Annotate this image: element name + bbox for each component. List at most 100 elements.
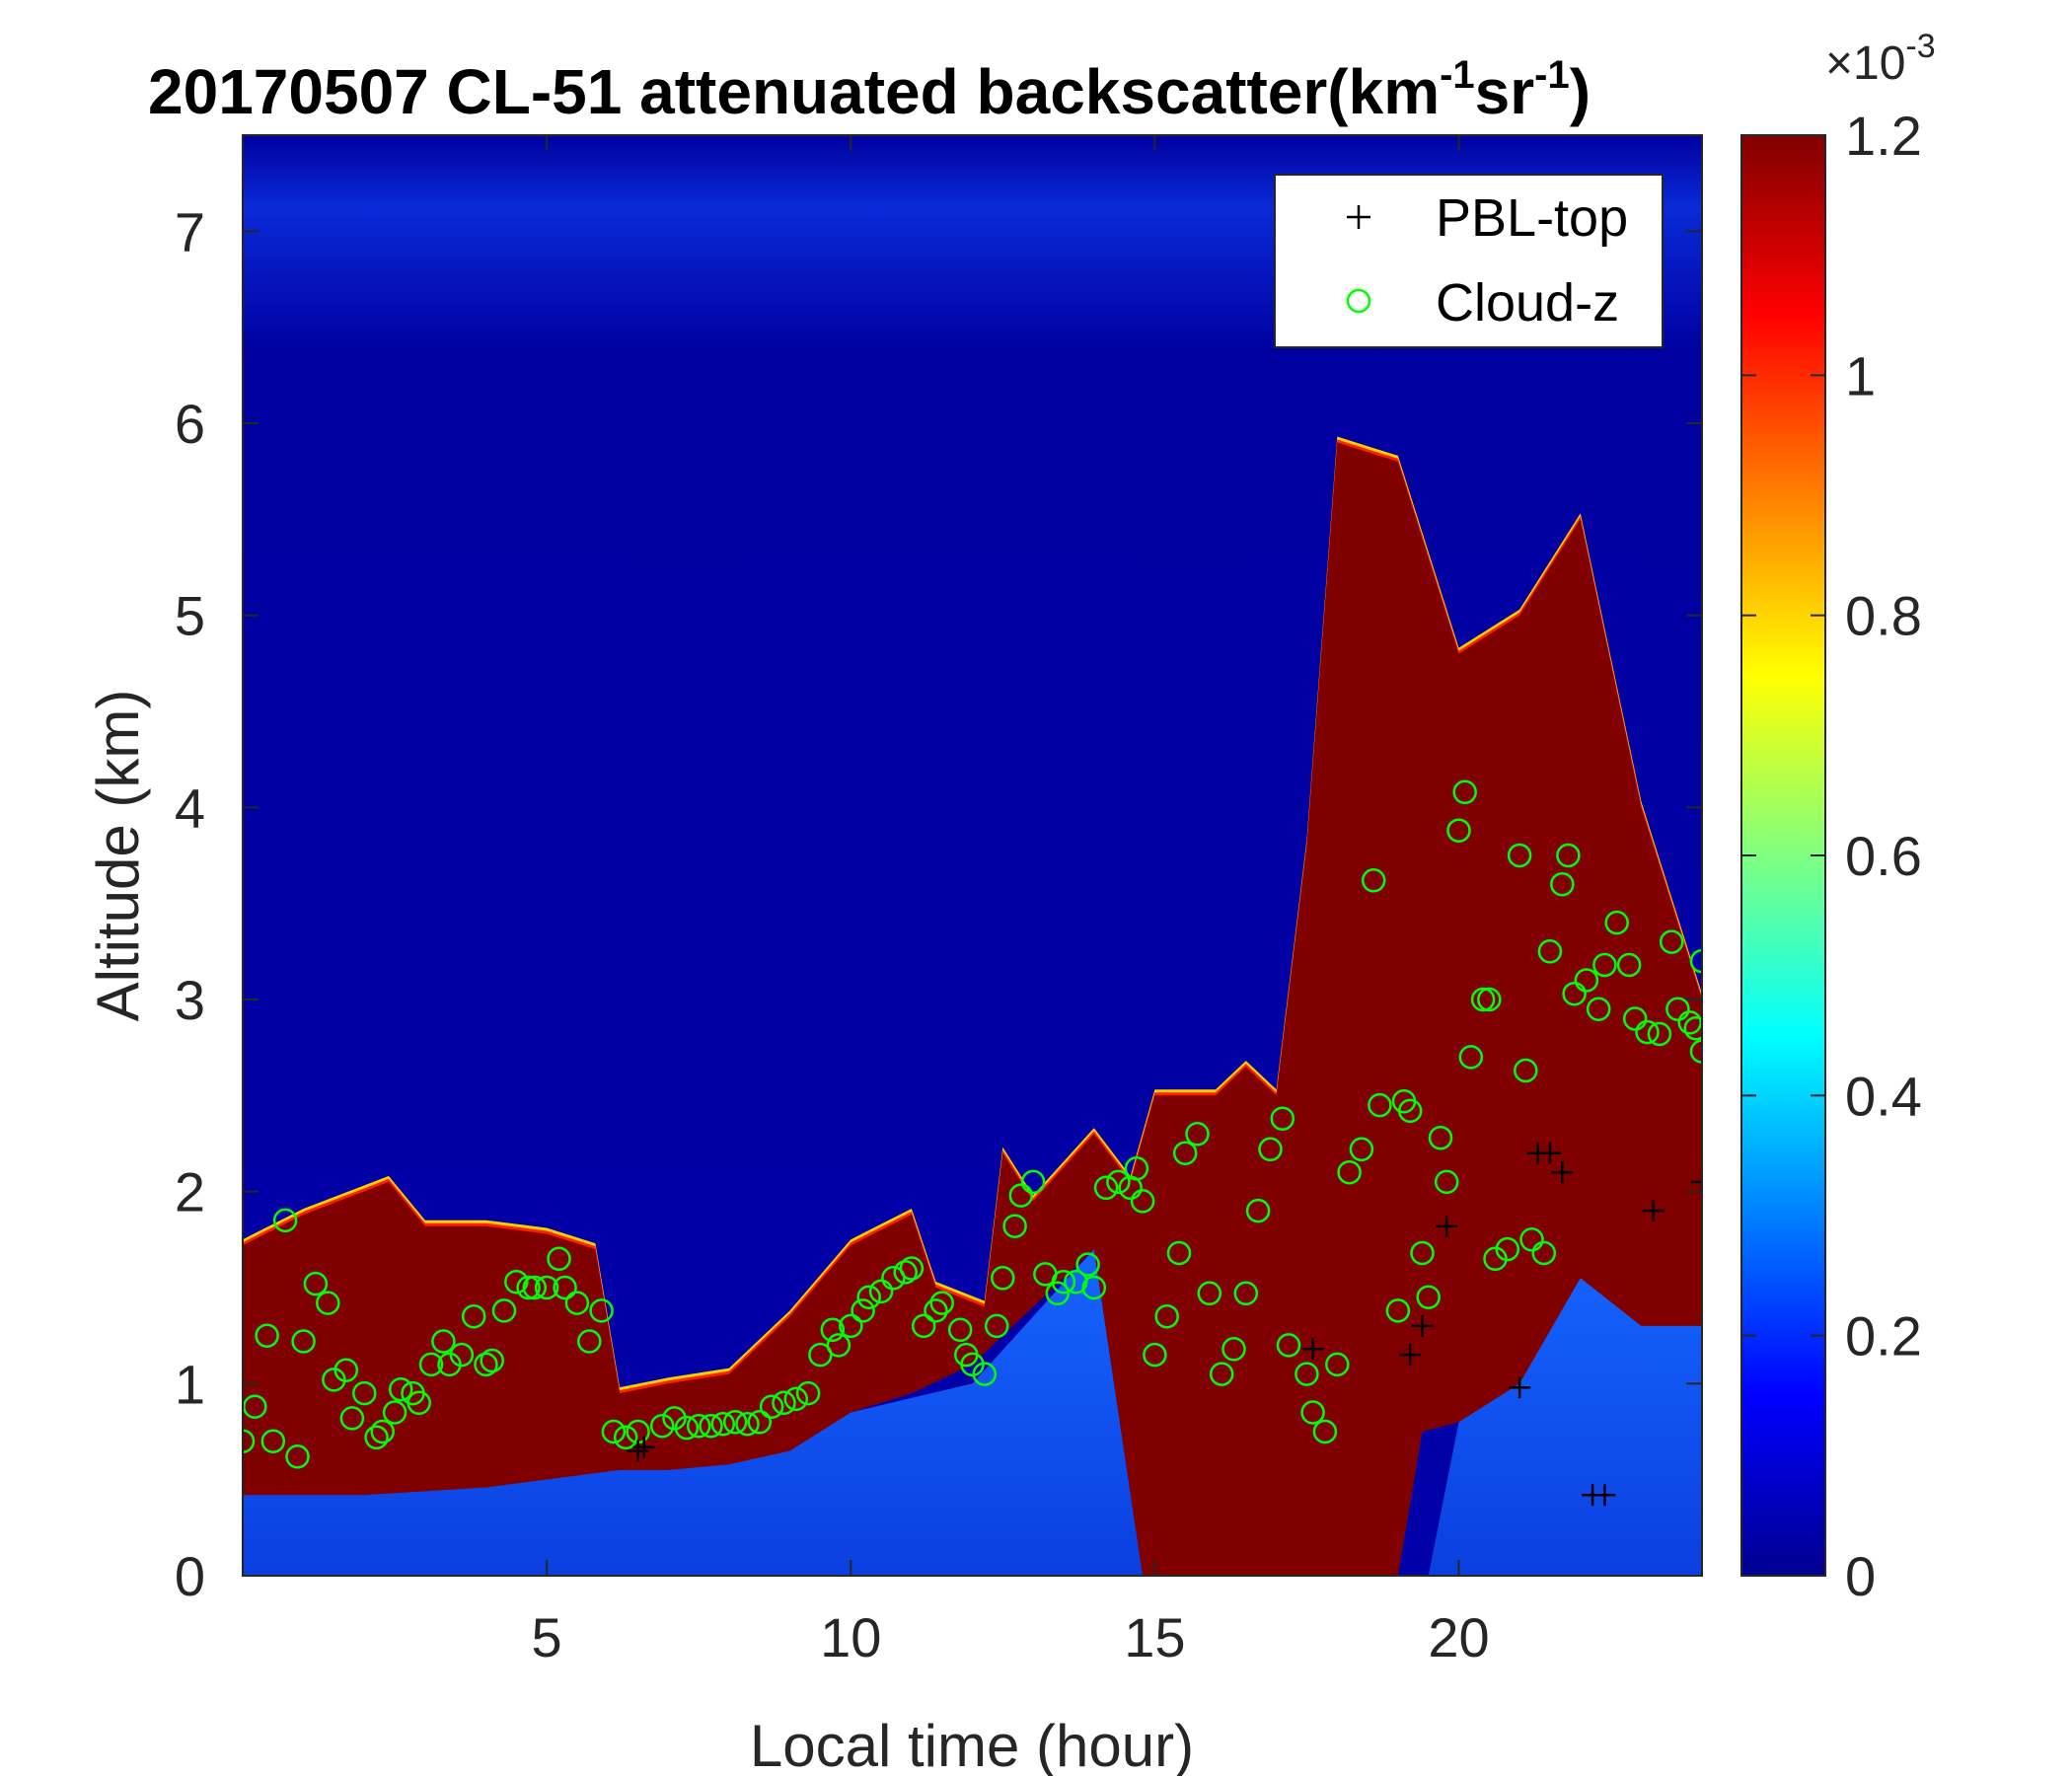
- cloud-z-point: [1064, 1269, 1088, 1295]
- cloud-z-point: [1635, 1019, 1660, 1045]
- cloud-z-point: [1020, 1169, 1046, 1195]
- cloud-z-point: [1368, 1092, 1392, 1118]
- cloud-z-point: [1683, 1015, 1702, 1041]
- cloud-z-point: [480, 1348, 504, 1373]
- cloud-z-point: [1397, 1098, 1423, 1124]
- cloud-z-point: [474, 1352, 498, 1377]
- cloud-z-point: [649, 1413, 675, 1439]
- cloud-z-point: [1562, 981, 1587, 1006]
- cloud-z-point: [911, 1313, 936, 1339]
- cloud-z-point: [1531, 1240, 1557, 1266]
- cloud-z-point: [316, 1291, 340, 1315]
- cloud-z-point: [893, 1260, 918, 1285]
- cloud-z-point: [1659, 929, 1684, 954]
- y-tick-label: 6: [175, 393, 205, 455]
- cloud-z-point: [564, 1291, 590, 1315]
- y-axis-label: Altitude (km): [85, 690, 151, 1022]
- cloud-z-point: [772, 1390, 796, 1416]
- cloud-z-point: [553, 1275, 577, 1300]
- cloud-z-point: [418, 1352, 444, 1377]
- cloud-z-point: [1143, 1342, 1167, 1368]
- plot-area: 5 10 15 20 0 1 2 3 4 5 6 7: [175, 134, 1703, 1668]
- cloud-z-point: [388, 1376, 413, 1402]
- cloud-z-point: [534, 1275, 559, 1300]
- cloud-z-point: [1276, 1333, 1301, 1358]
- cloud-z-point: [1514, 1058, 1538, 1083]
- cloud-z-point: [747, 1410, 773, 1435]
- colorbar-ticks: 0 0.2 0.4 0.6 0.8 1 1.2: [1741, 105, 1922, 1607]
- cloud-z-point: [735, 1411, 760, 1437]
- cloud-z-point: [285, 1444, 310, 1469]
- cloud-z-point: [699, 1413, 723, 1439]
- cloud-z-point: [1647, 1021, 1672, 1047]
- x-axis-label: Local time (hour): [750, 1713, 1194, 1776]
- cloud-z-point: [1556, 843, 1581, 868]
- cloud-z-point: [1416, 1285, 1441, 1309]
- cloud-z-point: [795, 1380, 821, 1406]
- cloud-z-point: [1550, 871, 1575, 897]
- cloud-z-point: [243, 1394, 267, 1419]
- cloud-z-point: [856, 1285, 881, 1309]
- cloud-z-point: [839, 1313, 863, 1339]
- pbl-top-point: [632, 1436, 655, 1458]
- cloud-z-point: [1446, 818, 1471, 843]
- cloud-z-point: [1337, 1159, 1362, 1185]
- cloud-z-point: [291, 1329, 316, 1354]
- pbl-top-point: [1509, 1376, 1531, 1399]
- cloud-z-point: [1385, 1298, 1411, 1323]
- cloud-z-point: [1270, 1106, 1295, 1131]
- cloud-z-point: [674, 1415, 700, 1441]
- cloud-z-point: [589, 1298, 614, 1323]
- cloud-z-point: [759, 1394, 784, 1419]
- cloud-z-point: [1075, 1252, 1100, 1277]
- colorbar-tick-label: 1: [1845, 344, 1876, 407]
- cloud-z-point: [881, 1266, 906, 1291]
- x-axis: 5 10 15 20: [532, 135, 1490, 1668]
- cloud-z-point: [868, 1279, 894, 1304]
- pbl-top-point: [1691, 1170, 1702, 1193]
- cloud-z-point: [820, 1317, 846, 1343]
- y-tick-label: 5: [175, 585, 205, 647]
- cloud-z-point: [924, 1298, 948, 1323]
- cloud-z-point: [1537, 939, 1563, 964]
- cloud-z-point: [1295, 1362, 1319, 1386]
- y-tick-label: 7: [175, 200, 205, 262]
- cloud-z-point: [1604, 910, 1629, 935]
- cloud-z-point: [370, 1419, 395, 1444]
- cloud-z-point: [1106, 1169, 1131, 1195]
- cloud-z-point: [1002, 1214, 1027, 1238]
- cloud-z-point: [1622, 1006, 1648, 1031]
- cloud-z-point: [522, 1275, 548, 1300]
- cloud-z-point: [1093, 1175, 1119, 1201]
- x-tick-label: 20: [1428, 1606, 1489, 1668]
- cloud-z-point: [260, 1429, 286, 1453]
- legend-box: [1274, 174, 1664, 348]
- cloud-z-point: [899, 1256, 925, 1281]
- pbl-top-point: [1551, 1161, 1574, 1184]
- legend: PBL-top Cloud-z: [1274, 174, 1664, 348]
- cloud-z-point: [516, 1275, 541, 1300]
- cloud-z-point: [1051, 1269, 1076, 1295]
- cloud-z-point: [826, 1333, 851, 1358]
- cloud-z-point: [1008, 1183, 1034, 1208]
- svg-text:PBL-top: PBL-top: [1436, 188, 1628, 248]
- pbl-top-point: [1301, 1338, 1324, 1361]
- svg-text:Cloud-z: Cloud-z: [1436, 273, 1619, 333]
- chart-title: 20170507 CL-51 attenuated backscatter(km…: [148, 53, 1591, 127]
- cloud-z-point: [808, 1342, 833, 1368]
- aerosol-layer: [243, 442, 1702, 1576]
- cloud-z-point: [1300, 1400, 1325, 1425]
- cloud-z-point: [991, 1266, 1015, 1291]
- cloud-z-point: [1586, 997, 1611, 1021]
- cloud-z-point: [1258, 1137, 1283, 1162]
- colorbar-tick-label: 0.4: [1845, 1065, 1922, 1127]
- cloud-z-point: [272, 1208, 298, 1233]
- cloud-z-point: [1154, 1303, 1179, 1329]
- cloud-z-point: [984, 1313, 1009, 1339]
- cloud-z-point: [1495, 1236, 1520, 1262]
- cloud-z-point: [1233, 1281, 1259, 1306]
- cloud-z-point: [929, 1291, 954, 1315]
- y-axis: 0 1 2 3 4 5 6 7: [175, 200, 1702, 1607]
- marker-layer: [243, 779, 1702, 1507]
